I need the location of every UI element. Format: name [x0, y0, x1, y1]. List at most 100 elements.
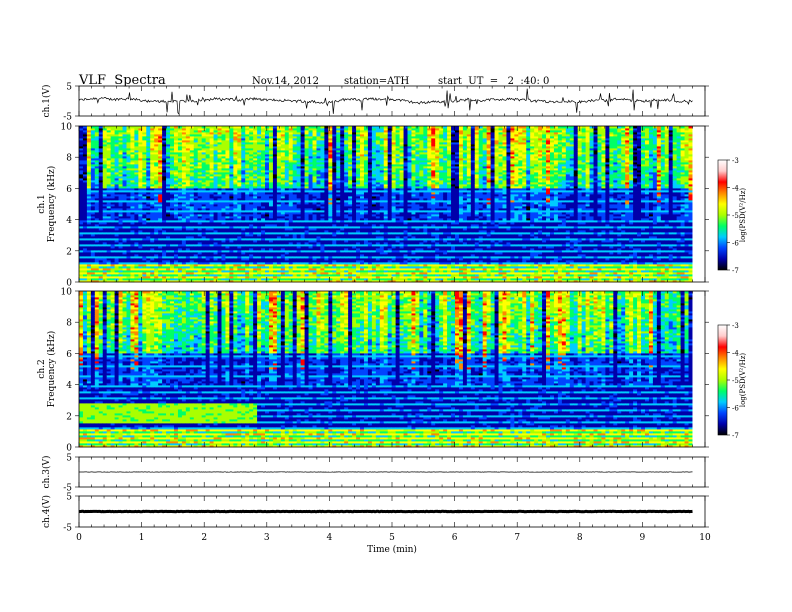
spectrogram-cell — [154, 164, 159, 167]
spectrogram-cell — [146, 206, 151, 209]
spectrogram-cell — [213, 256, 218, 259]
spectrogram-cell — [241, 130, 246, 133]
spectrogram-cell — [102, 258, 108, 261]
spectrogram-cell — [265, 178, 270, 181]
spectrogram-cell — [205, 240, 211, 243]
spectrogram-cell — [158, 226, 163, 229]
spectrogram-cell — [130, 128, 135, 131]
spectrogram-cell — [126, 266, 131, 269]
spectrogram-cell — [102, 234, 108, 237]
spectrogram-cell — [217, 190, 222, 193]
spectrogram-cell — [102, 252, 108, 255]
spectrogram-cell — [173, 266, 179, 269]
spectrogram-cell — [150, 242, 155, 245]
spectrogram-cell — [79, 140, 84, 143]
spectrogram-cell — [177, 238, 183, 241]
spectrogram-cell — [170, 254, 175, 257]
spectrogram-cell — [217, 214, 222, 217]
spectrogram-cell — [217, 230, 222, 233]
spectrogram-cell — [265, 140, 270, 143]
spectrogram-cell — [134, 154, 139, 157]
spectrogram-cell — [154, 258, 159, 261]
spectrogram-cell — [158, 166, 163, 169]
spectrogram-cell — [205, 128, 211, 131]
spectrogram-cell — [118, 260, 123, 263]
spectrogram-cell — [193, 136, 199, 139]
spectrogram-cell — [126, 236, 131, 239]
spectrogram-cell — [217, 210, 222, 213]
spectrogram-cell — [261, 220, 266, 223]
spectrogram-cell — [82, 228, 88, 231]
spectrogram-cell — [193, 170, 199, 173]
spectrogram-cell — [272, 236, 278, 239]
spectrogram-cell — [229, 126, 234, 129]
spectrogram-cell — [241, 270, 246, 273]
spectrogram-cell — [150, 218, 155, 221]
spectrogram-cell — [122, 232, 127, 235]
spectrogram-cell — [229, 236, 234, 239]
spectrogram-cell — [268, 130, 274, 133]
spectrogram-cell — [205, 252, 211, 255]
spectrogram-cell — [118, 212, 123, 215]
spectrogram-cell — [213, 254, 218, 257]
spectrogram-cell — [249, 126, 254, 129]
spectrogram-cell — [118, 192, 123, 195]
spectrogram-cell — [193, 236, 199, 239]
spectrogram-cell — [201, 158, 207, 161]
spectrogram-cell — [86, 234, 92, 237]
spectrogram-cell — [118, 174, 123, 177]
spectrogram-cell — [94, 158, 100, 161]
spectrogram-cell — [189, 166, 195, 169]
spectrogram-cell — [98, 150, 104, 153]
spectrogram-cell — [272, 258, 278, 261]
spectrogram-cell — [185, 242, 191, 245]
spectrogram-cell — [134, 206, 139, 209]
spectrogram-cell — [162, 136, 167, 139]
spectrogram-cell — [233, 154, 238, 157]
spectrogram-cell — [106, 198, 112, 201]
spectrogram-cell — [268, 266, 274, 269]
spectrogram-cell — [261, 264, 266, 267]
spectrogram-cell — [130, 270, 135, 273]
spectrogram-cell — [209, 140, 214, 143]
spectrogram-cell — [205, 258, 211, 261]
spectrogram-cell — [130, 216, 135, 219]
spectrogram-cell — [217, 144, 222, 147]
spectrogram-cell — [245, 246, 250, 249]
spectrogram-cell — [126, 190, 131, 193]
spectrogram-cell — [189, 280, 195, 283]
spectrogram-cell — [221, 236, 226, 239]
spectrogram-cell — [213, 144, 218, 147]
spectrogram-cell — [209, 190, 214, 193]
spectrogram-cell — [154, 176, 159, 179]
spectrogram-cell — [90, 242, 96, 245]
spectrogram-cell — [106, 222, 112, 225]
spectrogram-cell — [193, 162, 199, 165]
spectrogram-cell — [177, 156, 183, 159]
spectrogram-cell — [213, 278, 218, 281]
spectrogram-cell — [86, 188, 92, 191]
spectrogram-cell — [272, 222, 278, 225]
spectrogram-cell — [268, 214, 274, 217]
spectrogram-cell — [249, 212, 254, 215]
spectrogram-cell — [114, 158, 119, 161]
spectrogram-cell — [237, 222, 242, 225]
spectrogram-cell — [114, 172, 119, 175]
spectrogram-cell — [241, 186, 246, 189]
spectrogram-cell — [181, 212, 187, 215]
spectrogram-cell — [110, 178, 116, 181]
spectrogram-cell — [170, 192, 175, 195]
spectrogram-cell — [201, 268, 207, 271]
spectrogram-cell — [268, 168, 274, 171]
spectrogram-cell — [98, 172, 104, 175]
spectrogram-cell — [86, 136, 92, 139]
spectrogram-cell — [134, 196, 139, 199]
spectrogram-cell — [225, 242, 230, 245]
spectrogram-cell — [134, 260, 139, 263]
spectrogram-cell — [138, 258, 143, 261]
spectrogram-cell — [146, 210, 151, 213]
spectrogram-cell — [237, 176, 242, 179]
spectrogram-cell — [181, 224, 187, 227]
spectrogram-cell — [177, 172, 183, 175]
spectrogram-cell — [170, 222, 175, 225]
